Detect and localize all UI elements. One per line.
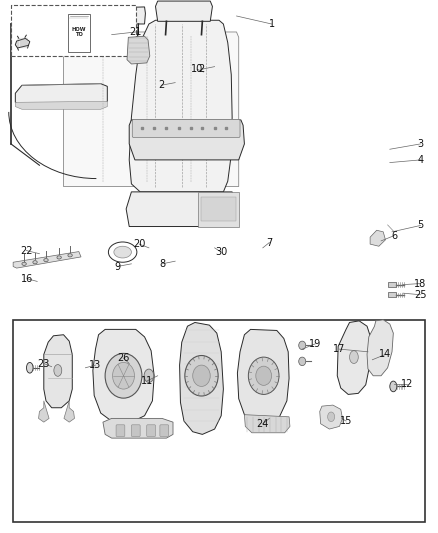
Circle shape [105, 353, 142, 398]
Polygon shape [388, 282, 396, 287]
Polygon shape [367, 320, 393, 376]
FancyBboxPatch shape [116, 425, 125, 437]
Polygon shape [64, 401, 74, 422]
Text: 14: 14 [379, 350, 392, 359]
Circle shape [299, 357, 306, 366]
Polygon shape [320, 405, 343, 429]
Text: 7: 7 [266, 238, 272, 247]
Circle shape [256, 366, 272, 385]
Ellipse shape [114, 246, 131, 258]
Text: 6: 6 [391, 231, 397, 240]
Ellipse shape [57, 256, 61, 259]
Polygon shape [155, 1, 212, 21]
Polygon shape [39, 401, 49, 422]
Polygon shape [13, 252, 81, 268]
Polygon shape [126, 192, 234, 227]
Polygon shape [15, 84, 107, 107]
FancyBboxPatch shape [147, 425, 155, 437]
Text: 4: 4 [417, 155, 424, 165]
Text: 10: 10 [191, 64, 203, 74]
Text: 18: 18 [414, 279, 427, 288]
Polygon shape [103, 418, 173, 438]
FancyBboxPatch shape [11, 5, 136, 56]
FancyBboxPatch shape [13, 320, 425, 522]
Ellipse shape [27, 362, 33, 373]
Circle shape [248, 357, 279, 394]
Text: 16: 16 [21, 274, 33, 284]
Ellipse shape [390, 381, 397, 392]
Circle shape [193, 365, 210, 386]
Polygon shape [244, 415, 290, 433]
Ellipse shape [33, 261, 37, 264]
Ellipse shape [144, 369, 154, 383]
Polygon shape [44, 335, 72, 408]
Polygon shape [15, 101, 107, 109]
Text: 8: 8 [159, 259, 165, 269]
Polygon shape [370, 230, 385, 246]
Polygon shape [198, 192, 239, 227]
Polygon shape [15, 38, 30, 48]
Polygon shape [180, 322, 223, 434]
Text: 5: 5 [417, 221, 424, 230]
Text: HOW
TO: HOW TO [71, 27, 86, 37]
Polygon shape [129, 120, 244, 160]
Polygon shape [201, 197, 236, 221]
Text: 3: 3 [417, 139, 424, 149]
FancyBboxPatch shape [131, 425, 140, 437]
Ellipse shape [22, 262, 26, 265]
Text: 26: 26 [117, 353, 130, 363]
Ellipse shape [350, 351, 358, 364]
Polygon shape [64, 32, 239, 187]
Text: 17: 17 [333, 344, 346, 354]
Text: 30: 30 [215, 247, 227, 257]
Text: 2: 2 [198, 64, 205, 74]
Text: 19: 19 [309, 339, 321, 349]
FancyBboxPatch shape [160, 425, 169, 437]
Text: 20: 20 [133, 239, 145, 249]
Ellipse shape [54, 365, 62, 376]
Polygon shape [388, 292, 396, 297]
Ellipse shape [44, 259, 48, 262]
Text: 21: 21 [130, 27, 142, 37]
Text: 24: 24 [257, 419, 269, 429]
Polygon shape [93, 329, 154, 422]
Text: 12: 12 [401, 379, 413, 389]
Text: 25: 25 [414, 290, 427, 300]
Text: 11: 11 [141, 376, 153, 386]
Circle shape [185, 356, 218, 396]
Text: 23: 23 [38, 359, 50, 368]
Polygon shape [127, 36, 150, 64]
Ellipse shape [328, 412, 335, 422]
Circle shape [113, 362, 134, 389]
Polygon shape [337, 321, 370, 394]
Polygon shape [68, 14, 90, 52]
Polygon shape [129, 20, 232, 192]
Text: 22: 22 [20, 246, 32, 255]
Text: 15: 15 [340, 416, 352, 426]
Text: 1: 1 [268, 19, 275, 29]
Polygon shape [237, 329, 289, 424]
FancyBboxPatch shape [132, 119, 240, 138]
Text: 9: 9 [114, 262, 120, 271]
Circle shape [299, 341, 306, 350]
Text: 2: 2 [158, 80, 164, 90]
Ellipse shape [68, 254, 72, 257]
Polygon shape [105, 7, 145, 24]
Text: 13: 13 [89, 360, 102, 370]
